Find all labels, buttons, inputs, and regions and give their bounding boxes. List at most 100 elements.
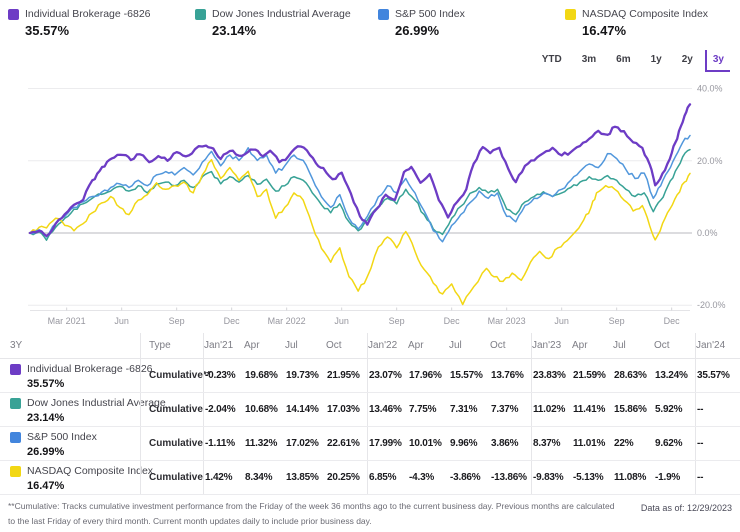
series-type-cell: Cumulative** <box>140 359 211 392</box>
value-cell: 15.86% <box>614 404 647 415</box>
table-header-row: 3Y Type Jan'21 Apr Jul Oct Jan'22 Apr Jul Oct Jan'… <box>0 333 740 359</box>
table-header-month: Jul <box>613 340 626 351</box>
value-cell: 17.02% <box>286 438 319 449</box>
value-cell: 6.85% <box>367 461 408 494</box>
series-name-cell: S&P 500 Index 26.99% <box>0 427 140 458</box>
series-swatch-icon <box>10 398 21 409</box>
series-name-cell: Individual Brokerage -6826 35.57% <box>0 359 153 390</box>
series-return: 23.14% <box>27 412 65 424</box>
table-header-month: Jul <box>285 340 298 351</box>
value-cell: 7.31% <box>450 404 478 415</box>
value-cell: 22.61% <box>327 438 360 449</box>
table-row-individual-brokerage-6826: Individual Brokerage -6826 35.57% Cumulati… <box>0 359 740 393</box>
series-swatch-icon <box>10 432 21 443</box>
legend-swatch-icon <box>195 8 206 20</box>
value-cell: 28.63% <box>614 370 647 381</box>
value-cell: 9.62% <box>655 438 683 449</box>
table-header-month: Jul <box>449 340 462 351</box>
svg-text:Sep: Sep <box>389 316 405 326</box>
data-as-of-label: Data as of: 12/29/2023 <box>640 503 732 513</box>
time-range-3m[interactable]: 3m <box>581 54 597 65</box>
table-header-month: Oct <box>654 340 670 351</box>
value-cell: -0.23% <box>203 359 244 392</box>
value-cell: -1.11% <box>203 427 244 460</box>
series-name-cell: NASDAQ Composite Index 16.47% <box>0 461 153 492</box>
series-name: Dow Jones Industrial Average <box>27 397 166 409</box>
value-cell: -- <box>695 427 740 460</box>
table-header-month: Oct <box>326 340 342 351</box>
time-range-6m[interactable]: 6m <box>616 54 631 65</box>
value-cell: 17.96% <box>409 370 442 381</box>
value-cell: 9.96% <box>450 438 478 449</box>
legend-item-s-p-500-index[interactable]: S&P 500 Index 26.99% <box>378 8 565 38</box>
legend-series-return: 26.99% <box>395 23 440 38</box>
svg-text:0.0%: 0.0% <box>697 228 718 238</box>
value-cell: 10.68% <box>245 404 278 415</box>
svg-text:20.0%: 20.0% <box>697 156 723 166</box>
series-name: NASDAQ Composite Index <box>27 465 154 477</box>
series-return: 35.57% <box>27 378 65 390</box>
legend-swatch-icon <box>378 8 389 20</box>
legend-series-return: 23.14% <box>212 23 257 38</box>
table-header-period: 3Y <box>10 340 23 351</box>
legend-series-name: NASDAQ Composite Index <box>582 8 709 20</box>
legend-item-dow-jones-industrial-average[interactable]: Dow Jones Industrial Average 23.14% <box>195 8 378 38</box>
value-cell: -2.04% <box>203 393 244 426</box>
table-row-nasdaq-composite-index: NASDAQ Composite Index 16.47% Cumulative 1.… <box>0 461 740 495</box>
svg-text:Jun: Jun <box>554 316 569 326</box>
value-cell: 3.86% <box>491 438 519 449</box>
table-header-month: Apr <box>572 340 588 351</box>
table-header-month: Apr <box>408 340 424 351</box>
table-header-month: Apr <box>244 340 260 351</box>
series-swatch-icon <box>10 364 21 375</box>
value-cell: -5.13% <box>573 472 604 483</box>
table-row-dow-jones-industrial-average: Dow Jones Industrial Average 23.14% Cumula… <box>0 393 740 427</box>
time-range-bar: YTD 3m 6m 1y 2y 3y <box>534 50 730 72</box>
svg-text:Sep: Sep <box>609 316 625 326</box>
time-range-2y[interactable]: 2y <box>681 54 693 65</box>
series-return: 16.47% <box>27 480 65 492</box>
value-cell: -3.86% <box>450 472 481 483</box>
table-row-s-p-500-index: S&P 500 Index 26.99% Cumulative -1.11% 11.32… <box>0 427 740 461</box>
svg-text:Dec: Dec <box>224 316 241 326</box>
value-cell: 11.01% <box>573 438 606 449</box>
value-cell: 17.99% <box>367 427 408 460</box>
cumulative-disclaimer: **Cumulative: Tracks cumulative investme… <box>8 501 615 526</box>
value-cell: 11.41% <box>573 404 606 415</box>
legend-series-name: S&P 500 Index <box>395 8 465 20</box>
table-header-month: Jan'24 <box>695 333 740 358</box>
value-cell: 8.34% <box>245 472 273 483</box>
value-cell: 19.73% <box>286 370 319 381</box>
legend-item-individual-brokerage-6826[interactable]: Individual Brokerage -6826 35.57% <box>8 8 195 38</box>
series-type-cell: Cumulative <box>140 461 203 494</box>
value-cell: 17.03% <box>327 404 360 415</box>
value-cell: 23.07% <box>367 359 408 392</box>
performance-table: 3Y Type Jan'21 Apr Jul Oct Jan'22 Apr Jul Oct Jan'… <box>0 333 740 495</box>
legend-series-return: 35.57% <box>25 23 70 38</box>
value-cell: 19.68% <box>245 370 278 381</box>
value-cell: 13.76% <box>491 370 524 381</box>
legend-series-name: Individual Brokerage -6826 <box>25 8 151 20</box>
legend-swatch-icon <box>8 8 19 20</box>
value-cell: 21.95% <box>327 370 360 381</box>
value-cell: 5.92% <box>655 404 683 415</box>
legend-item-nasdaq-composite-index[interactable]: NASDAQ Composite Index 16.47% <box>565 8 734 38</box>
value-cell: 11.08% <box>614 472 647 483</box>
chart-legend: Individual Brokerage -6826 35.57% Dow Jone… <box>8 8 734 38</box>
time-range-1y[interactable]: 1y <box>650 54 662 65</box>
value-cell: -- <box>695 461 740 494</box>
value-cell: 22% <box>614 438 634 449</box>
time-range-3y[interactable]: 3y <box>704 50 730 72</box>
value-cell: 7.37% <box>491 404 519 415</box>
value-cell: -1.9% <box>655 472 681 483</box>
legend-swatch-icon <box>565 8 576 20</box>
value-cell: 21.59% <box>573 370 606 381</box>
legend-series-name: Dow Jones Industrial Average <box>212 8 351 20</box>
value-cell: 1.42% <box>203 461 244 494</box>
time-range-ytd[interactable]: YTD <box>541 54 562 65</box>
svg-text:Mar 2021: Mar 2021 <box>48 316 86 326</box>
performance-line-chart[interactable]: 40.0% 20.0% 0.0% -20.0% Mar 2021 Jun Sep Dec Mar… <box>0 78 740 333</box>
svg-text:Dec: Dec <box>664 316 681 326</box>
series-swatch-icon <box>10 466 21 477</box>
